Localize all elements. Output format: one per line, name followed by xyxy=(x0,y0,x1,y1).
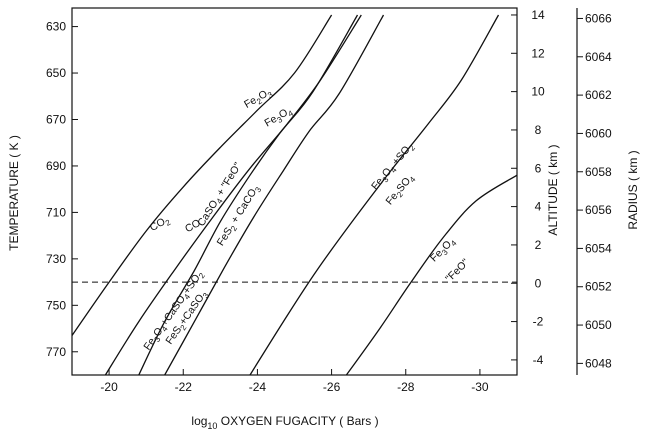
altitude-tick-label: 0 xyxy=(535,276,542,290)
radius-tick-label: 6054 xyxy=(585,241,612,255)
phase-boundary-curve xyxy=(345,174,517,375)
radius-tick-label: 6058 xyxy=(585,165,612,179)
curve-label: "FeO" xyxy=(443,256,471,284)
curve-label: CO2 xyxy=(148,213,173,235)
x-tick-label: -26 xyxy=(323,380,341,394)
radius-tick-label: 6052 xyxy=(585,280,612,294)
altitude-tick-label: 12 xyxy=(531,46,545,60)
altitude-tick-label: 10 xyxy=(531,85,545,99)
plot-frame xyxy=(71,7,578,376)
plot-border xyxy=(71,7,518,376)
curve-label: Fe3O4 xyxy=(262,104,295,131)
altitude-tick-label: -2 xyxy=(533,315,544,329)
phase-boundary-curve xyxy=(72,14,333,336)
radius-tick-label: 6060 xyxy=(585,126,612,140)
x-axis-label: log10 OXYGEN FUGACITY ( Bars ) xyxy=(191,414,378,431)
altitude-tick-label: 2 xyxy=(535,238,542,252)
phase-boundary-curve xyxy=(249,14,500,375)
x-tick-label: -20 xyxy=(100,380,118,394)
curve-label: Fe2O3 xyxy=(242,86,275,113)
altitude-tick-label: 8 xyxy=(535,123,542,137)
radius-tick-label: 6066 xyxy=(585,11,612,25)
phase-boundary-curve xyxy=(164,14,385,375)
radius-tick-label: 6062 xyxy=(585,88,612,102)
radius-tick-label: 6050 xyxy=(585,318,612,332)
y-axis-label: TEMPERATURE ( K ) xyxy=(7,135,21,251)
y-tick-label: 730 xyxy=(46,252,66,266)
curves xyxy=(72,14,517,375)
ticks: -20 -22 -24 -26 -28 -306306506706907107307507… xyxy=(46,8,612,394)
radius-tick-label: 6048 xyxy=(585,356,612,370)
altitude-tick-label: 4 xyxy=(535,200,542,214)
phase-boundary-curve xyxy=(104,14,362,375)
radius-axis-label: RADIUS ( km ) xyxy=(626,150,640,229)
curve-label: Fe3O4 xyxy=(428,235,459,266)
phase-boundary-curve xyxy=(138,14,359,375)
x-tick-label: -30 xyxy=(471,380,489,394)
radius-tick-label: 6064 xyxy=(585,50,612,64)
y-tick-label: 630 xyxy=(46,20,66,34)
altitude-tick-label: 14 xyxy=(531,8,545,22)
altitude-tick-label: 6 xyxy=(535,161,542,175)
y-tick-label: 650 xyxy=(46,66,66,80)
y-tick-label: 710 xyxy=(46,205,66,219)
y-tick-label: 770 xyxy=(46,345,66,359)
radius-tick-label: 6056 xyxy=(585,203,612,217)
y-tick-label: 750 xyxy=(46,298,66,312)
x-tick-label: -28 xyxy=(397,380,415,394)
y-tick-label: 670 xyxy=(46,112,66,126)
y-tick-label: 690 xyxy=(46,159,66,173)
altitude-tick-label: -4 xyxy=(533,353,544,367)
x-tick-label: -24 xyxy=(249,380,267,394)
x-tick-label: -22 xyxy=(175,380,193,394)
altitude-axis-label: ALTITUDE ( km ) xyxy=(546,144,560,235)
